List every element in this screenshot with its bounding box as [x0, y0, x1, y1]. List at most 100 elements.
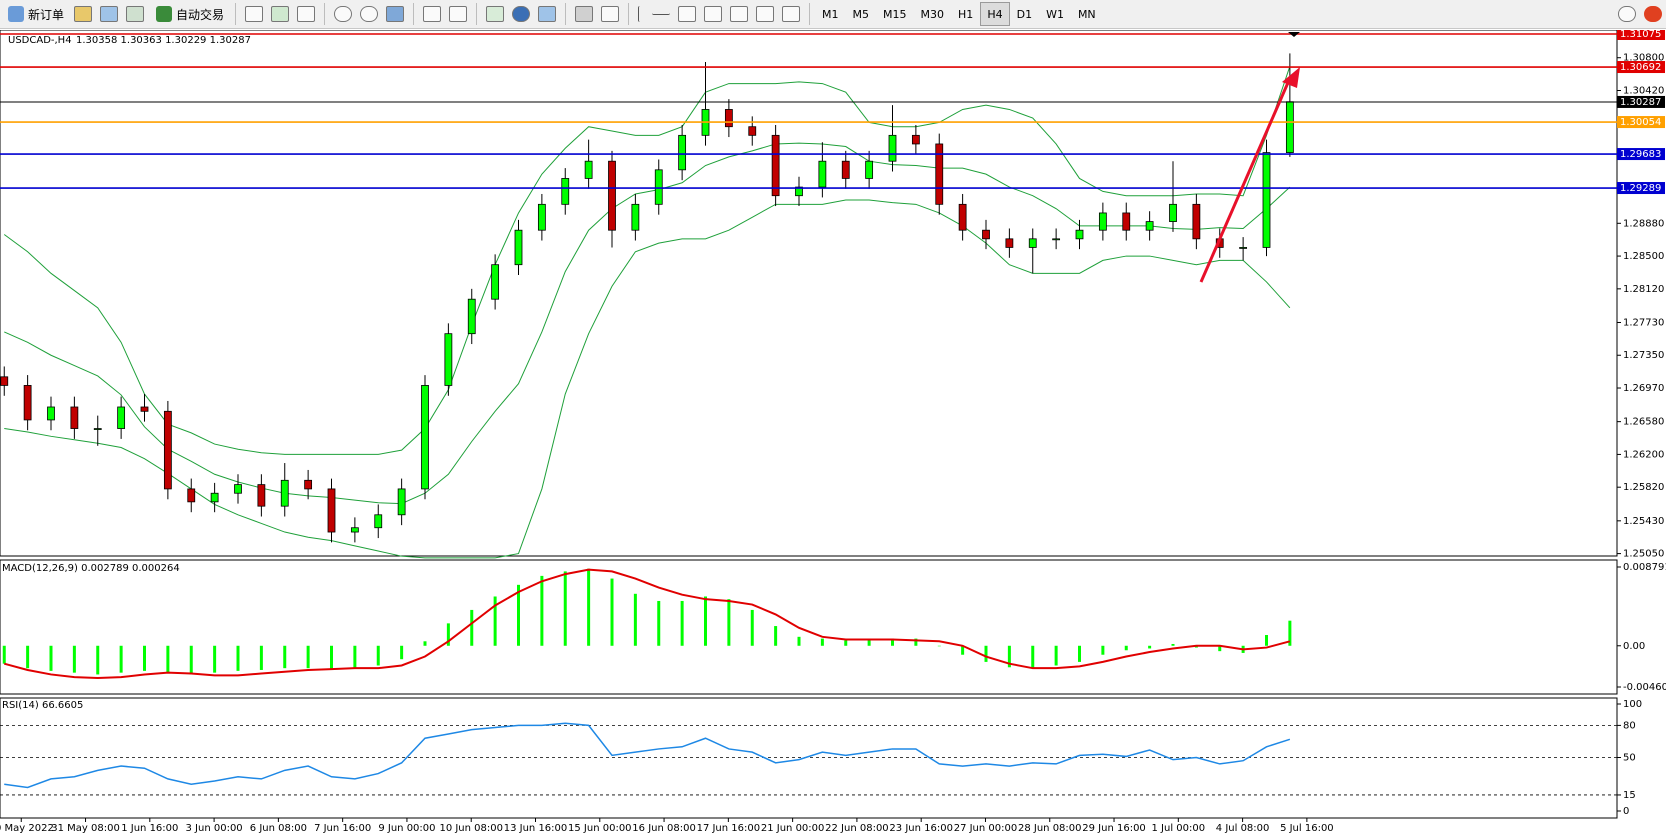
level-label: 1.31075 — [1620, 30, 1661, 40]
candle-body — [467, 298, 476, 335]
separator — [413, 3, 415, 25]
trend-arrow — [1199, 77, 1292, 283]
search-icon[interactable] — [1618, 6, 1636, 22]
macd-bar — [1101, 645, 1105, 655]
tool-icon[interactable] — [449, 6, 468, 22]
candle-body — [561, 178, 570, 205]
tool-icon[interactable] — [704, 6, 723, 22]
separator — [476, 3, 478, 25]
tool-icon[interactable] — [245, 6, 264, 22]
candle-body — [1239, 247, 1248, 249]
macd-bar — [1078, 645, 1081, 662]
candle-body — [841, 160, 850, 179]
tool-icon[interactable] — [360, 6, 379, 22]
candle-body — [0, 376, 9, 386]
tool-icon[interactable] — [601, 6, 620, 22]
macd-tick-label: -0.004601 — [1623, 682, 1666, 693]
notification-icon[interactable] — [1644, 6, 1662, 22]
tool-icon[interactable] — [538, 6, 557, 22]
toolbar: 新订单 自动交易 M1 M5 M15 M30 H1 H4 D1 W1 MN — [0, 0, 1666, 29]
candle-body — [935, 143, 944, 205]
time-label: 28 Jun 08:00 — [1018, 823, 1082, 834]
tool-icon[interactable] — [74, 6, 93, 22]
new-order-button[interactable]: 新订单 — [2, 2, 70, 26]
timeframe-button[interactable]: D1 — [1016, 7, 1033, 21]
macd-bar — [633, 593, 637, 646]
candle-body — [888, 134, 897, 162]
separator — [565, 3, 567, 25]
time-label: 9 Jun 00:00 — [378, 823, 435, 834]
price-tick-label: 1.28880 — [1623, 218, 1664, 229]
candle-body — [958, 203, 967, 231]
tool-icon[interactable] — [782, 6, 801, 22]
candle-body — [654, 169, 663, 205]
tool-icon[interactable] — [730, 6, 749, 22]
time-label: 1 Jul 00:00 — [1152, 823, 1206, 834]
tool-icon[interactable] — [297, 6, 316, 22]
macd-bar — [166, 645, 170, 673]
timeframe-button[interactable]: W1 — [1046, 7, 1064, 21]
candle-body — [304, 479, 313, 490]
price-tick-label: 1.27350 — [1623, 350, 1664, 361]
macd-bar — [984, 645, 988, 662]
tool-icon[interactable] — [486, 6, 505, 22]
macd-bar — [353, 645, 357, 669]
timeframe-button[interactable]: M15 — [883, 7, 907, 21]
candle-body — [678, 134, 687, 171]
candle-body — [1262, 152, 1271, 248]
timeframe-button[interactable]: M5 — [852, 7, 870, 21]
tool-icon[interactable] — [575, 6, 594, 22]
macd-bar — [517, 584, 520, 646]
tool-icon[interactable] — [100, 6, 119, 22]
tool-icon[interactable] — [678, 6, 697, 22]
tool-icon[interactable] — [334, 6, 353, 22]
tool-icon[interactable] — [126, 6, 145, 22]
candle-body — [444, 333, 453, 386]
macd-bar — [540, 575, 544, 646]
macd-bar — [914, 638, 918, 646]
timeframe-button[interactable]: H4 — [980, 2, 1010, 26]
separator — [809, 3, 811, 25]
time-label: 21 Jun 00:00 — [761, 823, 825, 834]
tool-icon[interactable] — [638, 6, 644, 22]
time-label: 17 Jun 16:00 — [697, 823, 761, 834]
time-label: 16 Jun 08:00 — [632, 823, 696, 834]
time-label: 3 Jun 00:00 — [186, 823, 243, 834]
candle-body — [421, 385, 429, 490]
tool-icon[interactable] — [652, 6, 671, 15]
price-tick-label: 1.28120 — [1623, 284, 1664, 295]
candle-body — [350, 527, 359, 533]
tool-icon[interactable] — [386, 6, 405, 22]
macd-bar — [96, 645, 100, 675]
macd-bar — [820, 638, 824, 646]
candle-body — [397, 488, 406, 516]
candle-body — [724, 109, 733, 128]
candle-body — [631, 203, 640, 231]
separator — [324, 3, 326, 25]
macd-bar — [330, 645, 333, 670]
tool-icon[interactable] — [512, 6, 531, 22]
macd-bar — [1148, 645, 1152, 649]
price-tick-label: 1.26580 — [1623, 417, 1664, 428]
macd-bar — [867, 640, 871, 646]
candle-body — [140, 406, 149, 412]
candle-body — [70, 406, 79, 429]
price-tick-label: 1.27730 — [1623, 317, 1664, 328]
level-label: 1.30692 — [1620, 62, 1661, 73]
macd-bar — [1265, 635, 1268, 646]
candle-body — [23, 385, 32, 421]
timeframe-button[interactable]: H1 — [958, 7, 974, 21]
candle-body — [327, 488, 336, 533]
timeframe-button[interactable]: MN — [1077, 7, 1096, 21]
auto-trade-button[interactable]: 自动交易 — [150, 2, 230, 26]
tool-icon[interactable] — [271, 6, 290, 22]
time-label: 4 Jul 08:00 — [1216, 823, 1270, 834]
tool-icon[interactable] — [756, 6, 775, 22]
timeframe-button[interactable]: M1 — [822, 7, 839, 21]
timeframe-button[interactable]: M30 — [920, 7, 945, 21]
tool-icon[interactable] — [423, 6, 442, 22]
macd-bar — [213, 645, 217, 673]
macd-bar — [1007, 645, 1011, 668]
macd-bar — [610, 578, 614, 646]
macd-bar — [446, 623, 450, 646]
